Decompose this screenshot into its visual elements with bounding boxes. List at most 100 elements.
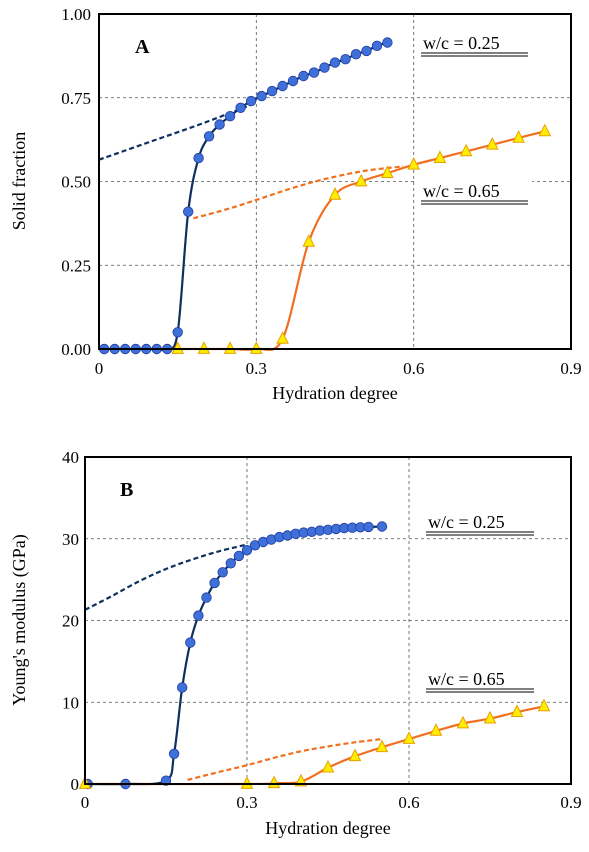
data-point-wc065	[171, 341, 185, 354]
x-tick-label: 0.6	[403, 359, 424, 378]
extrapolation-wc065	[193, 165, 404, 220]
series-line-wc065	[177, 130, 546, 352]
data-point-wc065	[407, 156, 421, 170]
data-point-wc025	[233, 550, 245, 562]
data-point-wc025	[193, 610, 204, 621]
data-point-wc065	[485, 136, 499, 150]
data-point-wc025	[308, 67, 320, 78]
panel-label-b: B	[120, 479, 133, 501]
y-tick-label: 0.25	[61, 256, 91, 275]
data-point-wc025	[214, 119, 225, 130]
data-point-wc065	[197, 341, 211, 354]
data-point-wc025	[172, 327, 183, 338]
data-point-wc025	[225, 558, 237, 569]
series-layer-b	[78, 521, 551, 790]
series-line-wc025	[104, 41, 388, 352]
annotation-bg	[415, 34, 532, 56]
data-point-wc065	[328, 187, 342, 200]
data-point-wc065	[375, 739, 389, 753]
data-point-wc025	[329, 57, 341, 68]
data-point-wc025	[376, 521, 388, 532]
data-point-wc025	[224, 110, 236, 122]
data-point-wc065	[483, 710, 497, 724]
y-tick-label: 1.00	[61, 5, 91, 24]
annotation-wc065-a: w/c = 0.65	[423, 181, 500, 201]
data-point-wc025	[168, 748, 180, 760]
data-point-wc065	[276, 331, 289, 344]
data-point-wc065	[354, 173, 368, 187]
data-point-wc065	[456, 715, 470, 729]
data-point-wc065	[402, 731, 416, 744]
data-point-wc025	[203, 131, 215, 142]
data-point-wc025	[193, 152, 204, 164]
data-point-wc025	[256, 90, 267, 102]
data-point-wc025	[235, 102, 246, 114]
data-point-wc025	[217, 567, 228, 578]
y-tick-label: 20	[62, 612, 79, 631]
data-point-wc025	[287, 75, 299, 87]
plot-frame-b	[84, 456, 572, 785]
data-point-wc065	[538, 123, 552, 137]
data-point-wc025	[209, 577, 220, 589]
series-layer-a	[98, 37, 552, 355]
annotation-bg	[420, 512, 538, 534]
x-tick-label: 0	[81, 793, 90, 812]
data-point-wc025	[371, 40, 383, 52]
data-point-wc025	[241, 545, 253, 556]
data-point-wc065	[512, 130, 525, 143]
x-tick-label: 0.9	[560, 359, 581, 378]
data-point-wc025	[266, 85, 278, 97]
data-point-wc025	[185, 637, 196, 648]
y-tick-label: 0.00	[61, 340, 91, 359]
x-tick-label: 0.3	[246, 359, 267, 378]
data-point-wc025	[176, 682, 188, 693]
extrapolation-wc025	[84, 543, 248, 611]
panel-a: 0 0.3 0.6 0.9 0.00 0.25 0.50 0.75 1.00 H…	[9, 5, 582, 403]
x-axis-label-b: Hydration degree	[265, 818, 390, 838]
data-point-wc025	[182, 206, 194, 217]
annotation-bg	[415, 181, 532, 203]
x-tick-label: 0.9	[560, 793, 581, 812]
data-point-wc065	[348, 748, 362, 762]
y-tick-label: 0	[71, 775, 80, 794]
data-point-wc065	[240, 776, 254, 789]
data-point-wc025	[363, 521, 374, 533]
y-tick-label: 0.50	[61, 173, 91, 192]
extrapolation-wc065	[187, 737, 383, 781]
data-point-wc065	[537, 698, 551, 712]
x-tick-label: 0	[95, 359, 104, 378]
data-point-wc065	[433, 150, 447, 163]
data-point-wc025	[245, 95, 257, 107]
data-point-wc025	[277, 80, 288, 92]
data-point-wc025	[201, 592, 212, 603]
annotation-wc025-a: w/c = 0.25	[423, 33, 500, 53]
data-point-wc025	[361, 45, 372, 57]
data-point-wc065	[249, 341, 263, 354]
y-tick-label: 40	[62, 448, 79, 467]
panel-b: 0 0.3 0.6 0.9 0 10 20 30 40 Hydration de…	[9, 448, 582, 838]
annotation-bg	[420, 669, 538, 691]
plot-frame-a	[98, 13, 572, 350]
data-point-wc065	[223, 341, 237, 354]
panel-label-a: A	[135, 36, 150, 58]
data-point-wc065	[321, 759, 335, 773]
x-tick-label: 0.6	[398, 793, 419, 812]
x-axis-label-a: Hydration degree	[272, 383, 397, 403]
y-axis-label-a: Solid fraction	[9, 132, 29, 230]
extrapolation-wc025	[98, 101, 257, 161]
y-axis-label-b: Young's modulus (GPa)	[9, 534, 30, 705]
data-point-wc065	[302, 234, 316, 247]
data-point-wc065	[459, 143, 473, 157]
y-tick-label: 30	[62, 530, 79, 549]
data-point-wc065	[429, 723, 443, 736]
x-tick-label: 0.3	[236, 793, 257, 812]
series-line-wc065	[84, 705, 545, 786]
data-point-wc025	[319, 62, 330, 73]
y-tick-label: 0.75	[61, 89, 91, 108]
data-point-wc065	[510, 704, 524, 717]
data-point-wc065	[381, 165, 394, 178]
data-point-wc025	[340, 54, 351, 65]
data-point-wc025	[298, 70, 309, 82]
data-point-wc025	[382, 37, 393, 48]
